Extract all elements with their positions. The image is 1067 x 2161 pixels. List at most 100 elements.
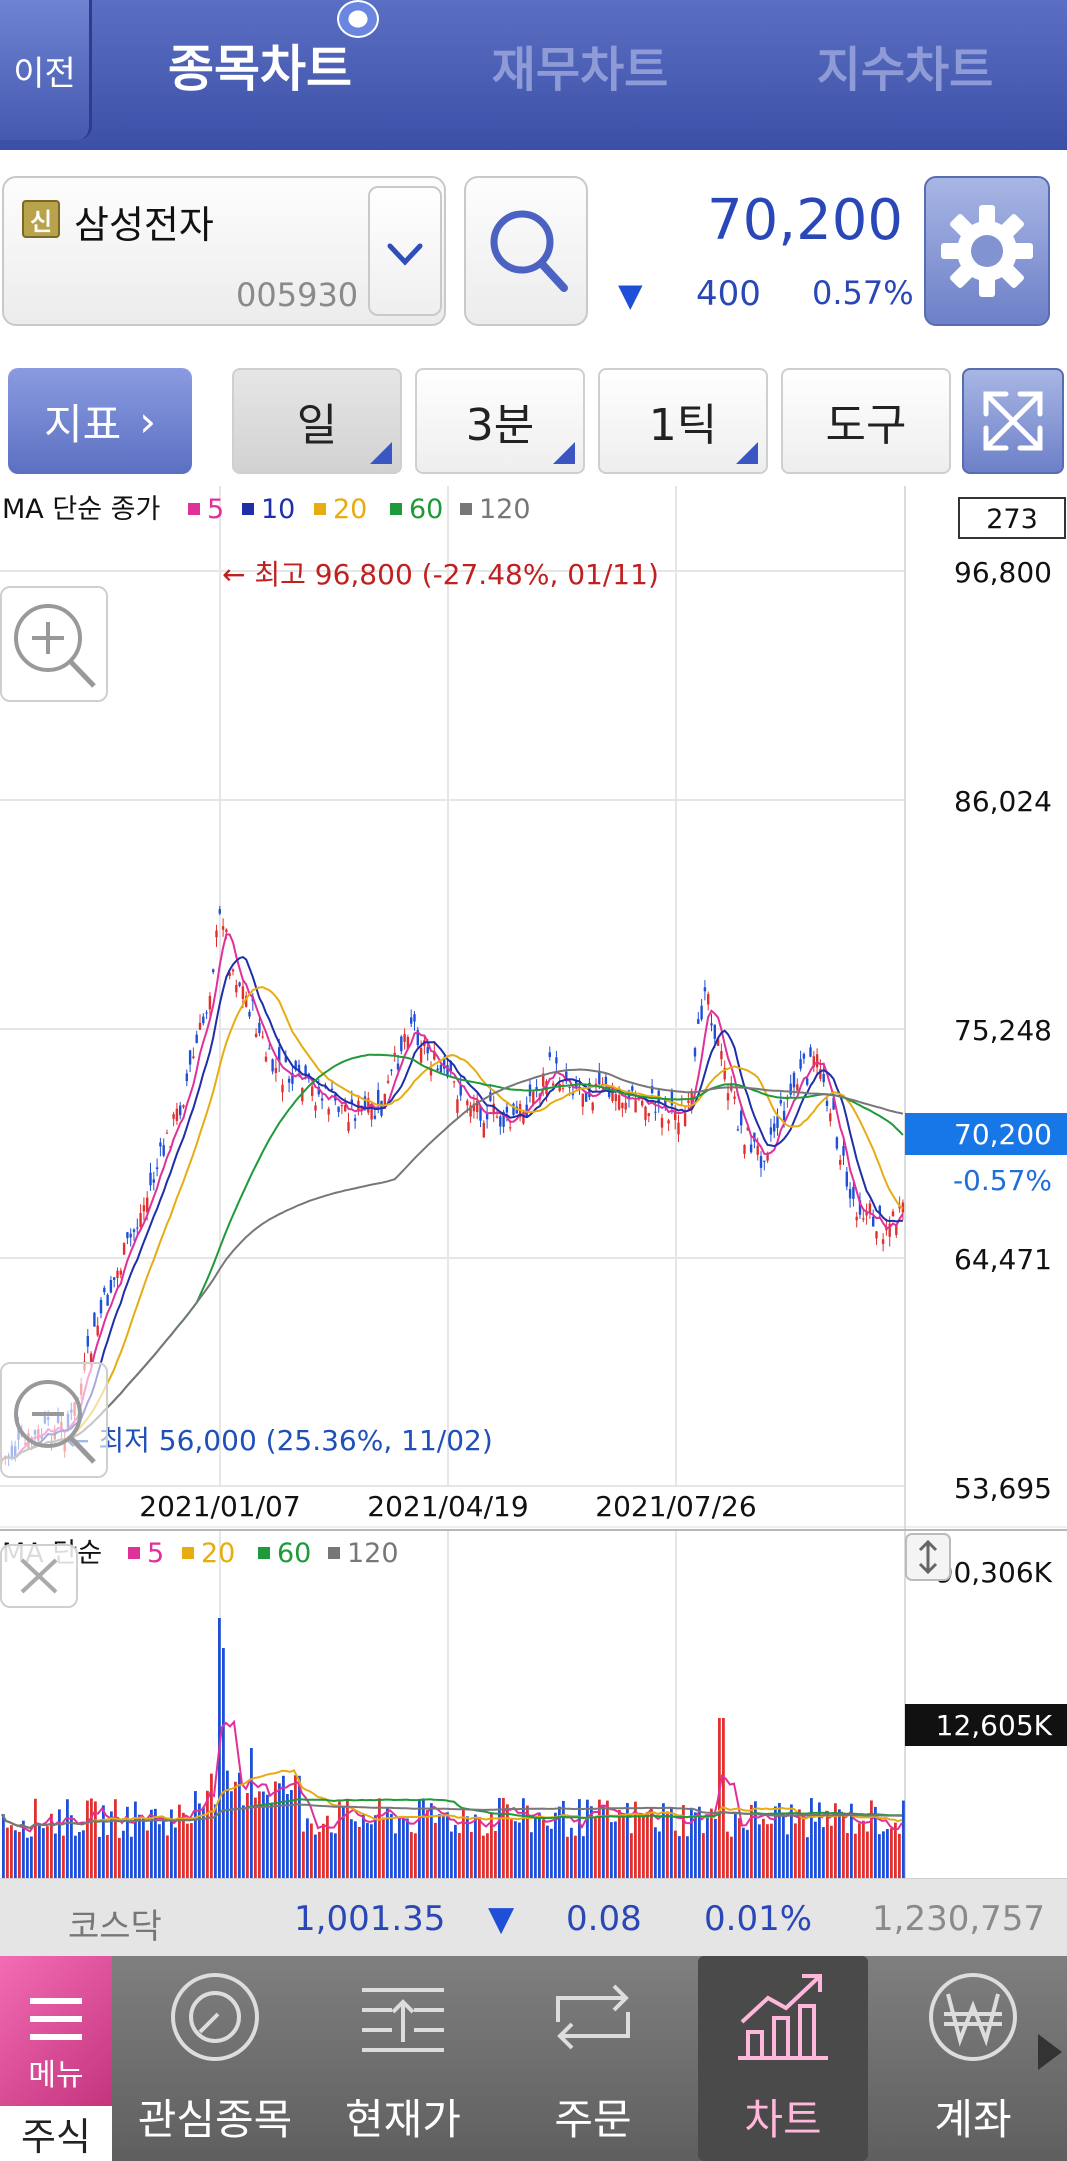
candlestick-series (0, 905, 905, 1467)
nav-account[interactable]: 계좌 (888, 1956, 1058, 2161)
candle-body (858, 1200, 862, 1215)
volume-bar (902, 1800, 905, 1878)
fullscreen-button[interactable] (962, 368, 1064, 474)
volume-bar (586, 1799, 589, 1878)
ma20-label: 20 (333, 494, 367, 525)
zoom-in-button[interactable] (0, 586, 108, 702)
candle-body (799, 1059, 802, 1069)
minute-button[interactable]: 3분 (415, 368, 585, 474)
zoom-out-button[interactable] (0, 1362, 108, 1478)
candle-body (664, 1098, 667, 1107)
volume-bar (34, 1798, 37, 1878)
volume-bar (130, 1836, 133, 1878)
candle-body (693, 1048, 697, 1057)
search-icon (490, 210, 568, 292)
volume-bar (142, 1818, 145, 1878)
settings-button[interactable] (924, 176, 1050, 326)
candle-body (482, 1122, 485, 1138)
vol-ma120-label: 120 (347, 1538, 399, 1569)
tools-label: 도구 (825, 400, 907, 451)
candle-body (839, 1159, 842, 1165)
tab-stock-chart[interactable]: 종목차트 (168, 40, 352, 98)
candle-body (848, 1189, 852, 1199)
tab-index-chart[interactable]: 지수차트 (816, 42, 994, 98)
nav-chart[interactable]: 차트 (698, 1956, 868, 2161)
volume-bar (202, 1807, 205, 1878)
candle-body (713, 1024, 716, 1039)
hamburger-icon (30, 1998, 82, 2040)
candle-body (139, 1213, 142, 1228)
x-tick: 2021/01/07 (139, 1490, 300, 1523)
candle-body (324, 1086, 327, 1088)
stock-dropdown-button[interactable] (368, 186, 442, 316)
candle-body (221, 926, 225, 930)
nav-order[interactable]: 주문 (508, 1956, 678, 2161)
period-day-button[interactable]: 일 (232, 368, 402, 474)
candle-body (842, 1146, 845, 1156)
volume-bar (82, 1830, 85, 1878)
dropdown-corner-icon (736, 442, 758, 464)
stock-category-tab[interactable]: 주식 (0, 2106, 112, 2161)
volume-bar (606, 1800, 609, 1878)
volume-bar (54, 1833, 57, 1878)
index-ticker[interactable]: 코스닥 1,001.35 ▼ 0.08 0.01% 1,230,757 (0, 1878, 1067, 1956)
indicator-button[interactable]: 지표 › (8, 368, 192, 474)
price-volume-chart[interactable]: MA 단순 종가 5 10 20 60 120 273 96,800 86,02… (0, 486, 1067, 1878)
volume-bar (630, 1833, 633, 1878)
candle-body (360, 1106, 363, 1111)
volume-bar (830, 1825, 833, 1878)
candle-body (93, 1312, 96, 1327)
volume-bar (798, 1809, 801, 1878)
volume-bar (366, 1822, 369, 1878)
tools-button[interactable]: 도구 (781, 368, 951, 474)
volume-bar (286, 1793, 289, 1878)
volume-bar (538, 1812, 541, 1878)
back-button[interactable]: 이전 (0, 0, 92, 140)
volume-bar (398, 1817, 401, 1878)
resize-handle-icon[interactable] (905, 1533, 951, 1581)
volume-bar (154, 1808, 157, 1878)
nav-watchlist[interactable]: 관심종목 (130, 1956, 300, 2161)
candle-body (776, 1116, 779, 1128)
volume-bar (866, 1831, 869, 1878)
stock-selector[interactable]: 신 삼성전자 005930 (2, 176, 446, 326)
candle-body (726, 1093, 730, 1101)
volume-bar (562, 1800, 565, 1878)
scroll-right-icon[interactable] (1038, 2034, 1062, 2070)
volume-bar (654, 1827, 657, 1878)
candle-body (314, 1105, 317, 1111)
volume-bar (438, 1814, 441, 1878)
candle-body (769, 1127, 773, 1135)
tick-button[interactable]: 1틱 (598, 368, 768, 474)
candle-body (96, 1325, 99, 1336)
current-pct-label: -0.57% (953, 1164, 1052, 1197)
candle-body (416, 1030, 419, 1046)
tab-financial-chart[interactable]: 재무차트 (491, 42, 669, 98)
candle-body (707, 994, 710, 1005)
zoom-in-icon (14, 604, 96, 688)
ma120-label: 120 (479, 494, 531, 525)
candle-body (452, 1081, 456, 1083)
volume-bar (394, 1833, 397, 1878)
menu-button[interactable]: 메뉴 (0, 1956, 112, 2106)
candle-body (357, 1100, 360, 1110)
sync-icon (337, 0, 379, 38)
candle-body (697, 1019, 700, 1024)
candle-body (304, 1065, 307, 1077)
volume-bar (530, 1832, 533, 1878)
candle-body (551, 1083, 555, 1086)
search-button[interactable] (464, 176, 588, 326)
volume-current-marker (905, 1704, 1067, 1746)
candle-body (182, 1105, 185, 1108)
nav-current-price[interactable]: 현재가 (318, 1956, 488, 2161)
volume-bar (582, 1836, 585, 1878)
candle-body (545, 1081, 548, 1094)
candle-body (792, 1072, 796, 1088)
volume-bar (198, 1803, 201, 1878)
candle-body (561, 1088, 565, 1090)
candle-body (287, 1078, 291, 1083)
close-volume-button[interactable] (0, 1544, 78, 1608)
volume-bar (818, 1802, 821, 1878)
chart-area[interactable]: MA 단순 종가 5 10 20 60 120 273 96,800 86,02… (0, 486, 1067, 1878)
candle-body (631, 1086, 634, 1091)
